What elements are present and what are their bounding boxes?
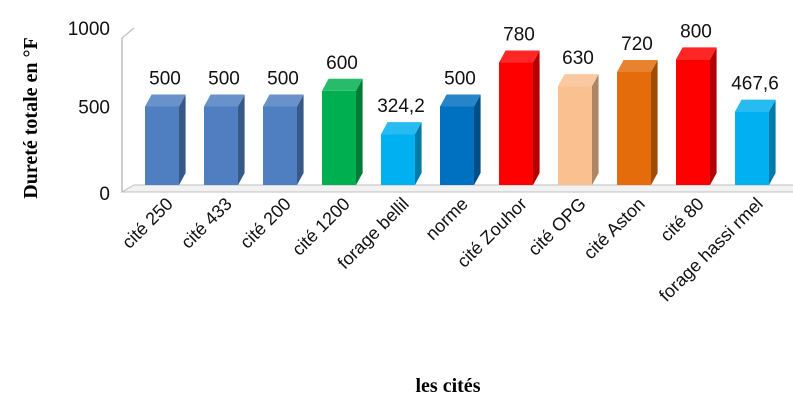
bar-side — [592, 74, 599, 185]
bar-side — [710, 47, 717, 186]
x-axis-title: les cités — [416, 375, 481, 397]
bar-top — [735, 99, 776, 112]
bar-front — [381, 134, 415, 185]
category-label: cité 80 — [656, 194, 708, 246]
bar-top — [322, 78, 363, 91]
bar-front — [204, 106, 238, 185]
bar-side — [769, 99, 776, 185]
y-axis-title: Dureté totale en °F — [20, 37, 42, 198]
y-tick-label: 1000 — [68, 19, 110, 40]
data-label: 780 — [503, 25, 535, 46]
bar-top — [676, 47, 717, 60]
data-label: 720 — [621, 34, 653, 55]
bar — [558, 74, 599, 185]
bar — [145, 94, 186, 185]
bar-top — [204, 94, 245, 107]
data-label: 800 — [680, 21, 712, 42]
bar-side — [533, 50, 540, 185]
category-label: forage hassi rmel — [655, 194, 767, 306]
data-label: 324,2 — [377, 96, 425, 117]
bar — [735, 99, 776, 185]
bar-front — [499, 62, 533, 185]
bar-front — [145, 106, 179, 185]
bar-side — [415, 122, 422, 185]
bar — [499, 50, 540, 185]
bar-top — [499, 50, 540, 63]
bar-front — [617, 71, 651, 185]
bars — [145, 47, 776, 186]
category-label: norme — [422, 194, 472, 244]
bar-front — [322, 90, 356, 185]
data-labels: 500 500 500 600 324,2 500 780 630 720 800 467,6 — [149, 21, 779, 117]
bar — [263, 94, 304, 185]
bar-side — [651, 59, 658, 185]
data-label: 467,6 — [731, 74, 779, 95]
bar — [676, 47, 717, 186]
category-label: cité 433 — [177, 194, 236, 253]
y-tick-labels: 0 500 1000 — [68, 19, 110, 205]
bar-front — [263, 106, 297, 185]
bar-top — [263, 94, 304, 107]
chart-floor — [120, 184, 793, 193]
bar-side — [474, 94, 481, 185]
data-label: 500 — [149, 69, 181, 90]
y-tick-label: 0 — [99, 184, 110, 205]
bar-top — [381, 122, 422, 135]
data-label: 500 — [444, 69, 476, 90]
category-label: cité 200 — [236, 194, 295, 253]
data-label: 500 — [267, 69, 299, 90]
bar-top — [145, 94, 186, 107]
bar-top — [558, 74, 599, 87]
bar-front — [676, 59, 710, 185]
bar-side — [179, 94, 186, 185]
bar — [204, 94, 245, 185]
data-label: 600 — [326, 53, 358, 74]
bar-front — [558, 86, 592, 185]
category-label: cité Aston — [579, 194, 648, 263]
y-axis-top-edge — [121, 27, 135, 39]
y-tick-label: 500 — [78, 98, 110, 119]
data-label: 500 — [208, 69, 240, 90]
bar-front — [735, 111, 769, 185]
category-label: cité 250 — [118, 194, 177, 253]
bar — [322, 78, 363, 185]
bar — [381, 122, 422, 185]
floor-plane — [120, 184, 793, 193]
bar — [617, 59, 658, 185]
bar-front — [440, 106, 474, 185]
bar-side — [238, 94, 245, 185]
bar-top — [617, 59, 658, 72]
bar — [440, 94, 481, 185]
data-label: 630 — [562, 48, 594, 69]
bar-top — [440, 94, 481, 107]
bar-side — [297, 94, 304, 185]
y-axis — [121, 27, 135, 192]
bar-side — [356, 78, 363, 185]
